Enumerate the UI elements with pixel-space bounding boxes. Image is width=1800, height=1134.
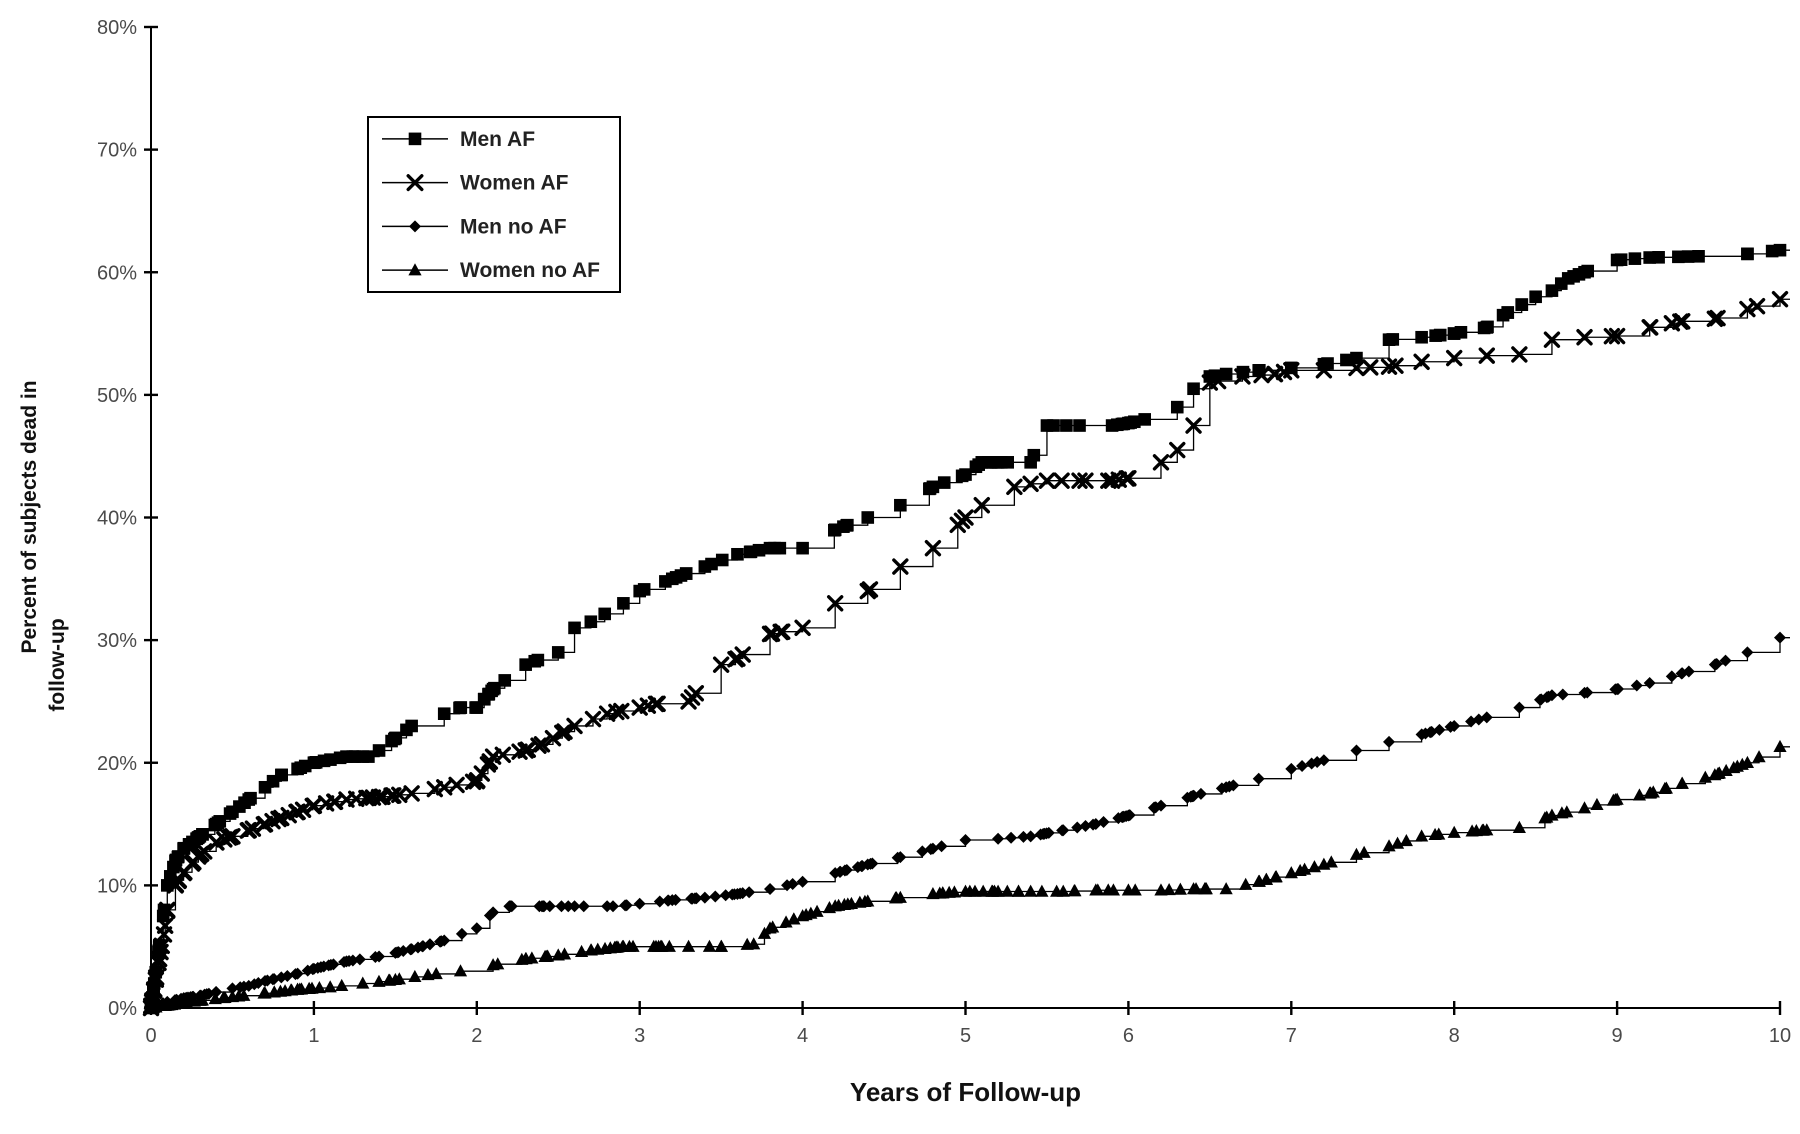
svg-text:1: 1 xyxy=(308,1025,319,1047)
svg-text:40%: 40% xyxy=(97,508,137,530)
svg-text:50%: 50% xyxy=(97,385,137,407)
svg-text:9: 9 xyxy=(1612,1025,1623,1047)
svg-text:Men no AF: Men no AF xyxy=(460,215,567,238)
svg-text:20%: 20% xyxy=(97,753,137,775)
svg-text:0%: 0% xyxy=(108,998,137,1020)
svg-text:Women no AF: Women no AF xyxy=(460,259,600,282)
svg-text:10: 10 xyxy=(1769,1025,1791,1047)
svg-text:Years of Follow-up: Years of Follow-up xyxy=(850,1077,1081,1107)
svg-text:6: 6 xyxy=(1123,1025,1134,1047)
svg-text:3: 3 xyxy=(634,1025,645,1047)
svg-text:7: 7 xyxy=(1286,1025,1297,1047)
svg-text:Men AF: Men AF xyxy=(460,128,535,151)
svg-text:Women AF: Women AF xyxy=(460,172,569,195)
svg-text:60%: 60% xyxy=(97,262,137,284)
svg-text:5: 5 xyxy=(960,1025,971,1047)
svg-text:0: 0 xyxy=(145,1025,156,1047)
svg-text:30%: 30% xyxy=(97,630,137,652)
svg-text:80%: 80% xyxy=(97,17,137,39)
svg-text:8: 8 xyxy=(1449,1025,1460,1047)
svg-text:2: 2 xyxy=(471,1025,482,1047)
svg-text:10%: 10% xyxy=(97,875,137,897)
svg-text:70%: 70% xyxy=(97,140,137,162)
svg-text:4: 4 xyxy=(797,1025,808,1047)
